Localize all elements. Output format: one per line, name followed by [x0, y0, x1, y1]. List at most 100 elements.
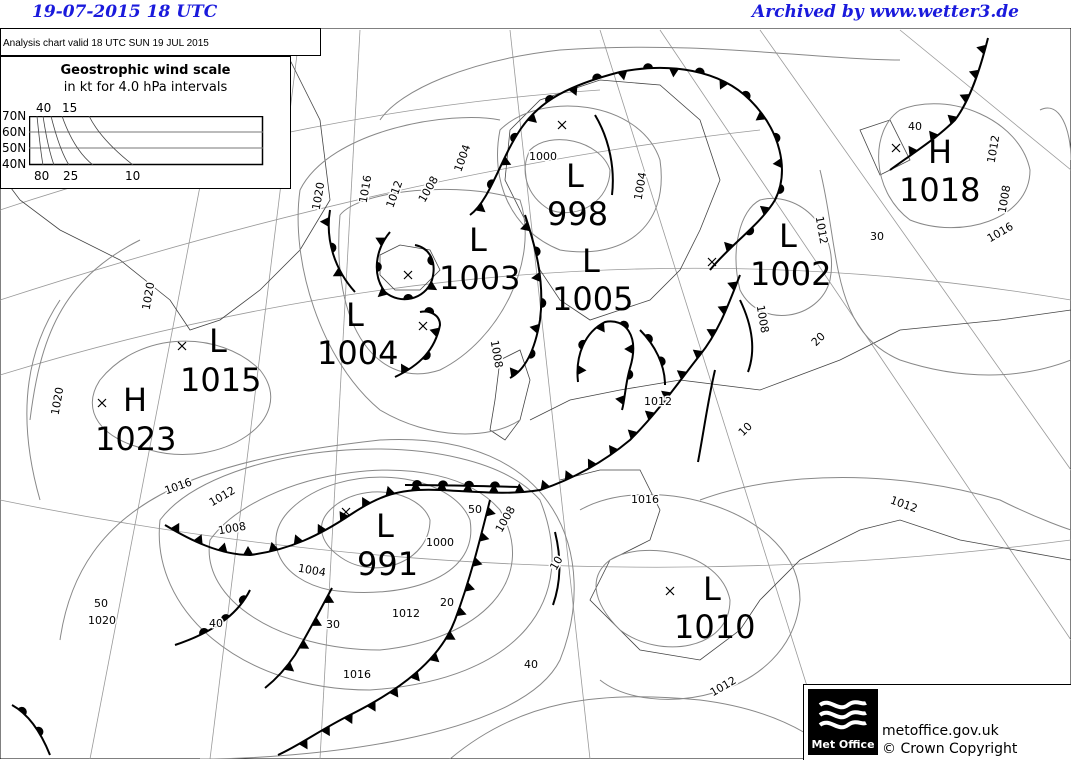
- warm-front-semicircle: [486, 179, 495, 189]
- center-type: L: [566, 157, 584, 195]
- center-pressure: 1023: [95, 420, 176, 458]
- warm-front-semicircle: [35, 726, 44, 736]
- isobar-label: 1012: [392, 607, 420, 620]
- cold-front-triangle: [319, 216, 330, 227]
- latitude-line: [0, 499, 1071, 568]
- wind-bottom-label: 80: [34, 169, 50, 183]
- trough-line: [739, 299, 754, 373]
- cold-front-triangle: [385, 485, 396, 497]
- wind-scale-subtitle: in kt for 4.0 hPa intervals: [63, 80, 228, 95]
- isobar: [208, 469, 513, 651]
- cold-front-triangle: [627, 429, 638, 440]
- warm-front-semicircle: [18, 706, 27, 716]
- cold-front: [277, 499, 491, 756]
- center-pressure: 991: [357, 545, 418, 583]
- warm-front-semicircle: [619, 320, 629, 329]
- cold-front-triangle: [472, 557, 483, 567]
- center-type: L: [469, 221, 487, 259]
- isobar: [524, 139, 611, 214]
- occluded-front: [509, 214, 543, 379]
- cold-front-triangle: [426, 280, 438, 291]
- warm-front-semicircle: [644, 333, 653, 343]
- isobar-label: 1016: [631, 493, 659, 506]
- warm-front: [639, 329, 666, 386]
- iceland-coast: [379, 244, 441, 291]
- cold-front-triangle: [615, 395, 625, 406]
- cold-front-triangle: [577, 365, 587, 376]
- cold-front-triangle: [321, 725, 330, 737]
- center-type: L: [376, 507, 394, 545]
- pressure-center-l-1004: L 1004: [317, 296, 398, 372]
- cold-front-triangle: [564, 470, 574, 481]
- metoffice-url[interactable]: metoffice.gov.uk: [882, 723, 999, 739]
- meridian-line: [319, 29, 361, 759]
- greenland-coast: [4, 59, 331, 331]
- center-cross-icon: [665, 586, 675, 596]
- cold-front-triangle: [410, 671, 420, 682]
- isobar: [595, 549, 731, 648]
- center-cross-icon: [891, 143, 901, 153]
- cold-front-triangle: [375, 237, 386, 247]
- cold-front-triangle: [717, 305, 728, 315]
- cold-front: [164, 274, 741, 557]
- center-pressure: 1018: [899, 171, 980, 209]
- pressure-center-l-991: L 991: [357, 507, 418, 583]
- chart-date-time: 19-07-2015 18 UTC: [32, 2, 218, 22]
- isobar-label: 1016: [343, 668, 371, 681]
- isobar-label: 40: [908, 120, 922, 133]
- cold-front: [889, 37, 989, 171]
- isobar-label: 50: [468, 503, 482, 516]
- cold-front-triangle: [445, 630, 456, 640]
- trough-line: [552, 531, 561, 606]
- warm-front-semicircle: [741, 90, 751, 100]
- meridian-line: [759, 29, 1071, 471]
- trough-line: [594, 114, 614, 196]
- met-office-logo: Met Office: [808, 689, 878, 755]
- pressure-center-l-1005: L 1005: [552, 242, 633, 318]
- wind-scale-title: Geostrophic wind scale: [60, 63, 231, 78]
- cold-front-triangle: [959, 94, 970, 104]
- warm-front-semicircle: [238, 595, 247, 605]
- warm-front: [11, 704, 51, 756]
- cold-front-triangle: [727, 281, 738, 291]
- trough-line: [697, 369, 716, 463]
- wind-top-label: 40: [36, 101, 52, 115]
- meridian-line: [899, 29, 1071, 171]
- center-cross-icon: [557, 120, 567, 130]
- cold-front-triangle: [377, 287, 389, 298]
- center-cross-icon: [418, 321, 428, 331]
- cold-front-triangle: [400, 363, 410, 374]
- warm-front-semicircle: [427, 255, 434, 266]
- wind-scale-graph: [29, 116, 264, 166]
- warm-front-semicircle: [412, 480, 422, 486]
- center-pressure: 1015: [180, 361, 261, 399]
- center-pressure: 1010: [674, 608, 755, 646]
- warm-front-semicircle: [745, 226, 755, 236]
- cold-front-triangle: [617, 70, 628, 81]
- cold-front-triangle: [193, 534, 203, 545]
- warm-front-semicircle: [592, 73, 602, 81]
- warm-front-semicircle: [545, 94, 555, 103]
- isobar-label: 1008: [488, 339, 506, 369]
- cold-front-triangle: [298, 639, 310, 649]
- cold-front-triangle: [772, 158, 782, 169]
- logo-text: Met Office: [811, 738, 875, 751]
- cold-front-triangle: [540, 479, 551, 490]
- isobar-label: 1012: [644, 395, 672, 408]
- copyright: © Crown Copyright: [882, 741, 1018, 757]
- lat-label: 40N: [2, 157, 27, 171]
- center-cross-icon: [403, 270, 413, 280]
- cold-front-triangle: [362, 496, 371, 508]
- isobar: [379, 46, 901, 121]
- warm-front-semicircle: [403, 293, 414, 300]
- coastlines: [4, 59, 1071, 661]
- center-cross-icon: [177, 341, 187, 351]
- cold-front-triangle: [283, 661, 295, 672]
- wind-bottom-label: 10: [125, 169, 141, 183]
- isobar: [275, 476, 472, 593]
- isobar: [321, 491, 431, 569]
- center-type: L: [582, 242, 600, 280]
- cold-front-triangle: [268, 541, 279, 552]
- isobar-label: 1000: [529, 150, 557, 163]
- warm-front-semicircle: [422, 351, 431, 361]
